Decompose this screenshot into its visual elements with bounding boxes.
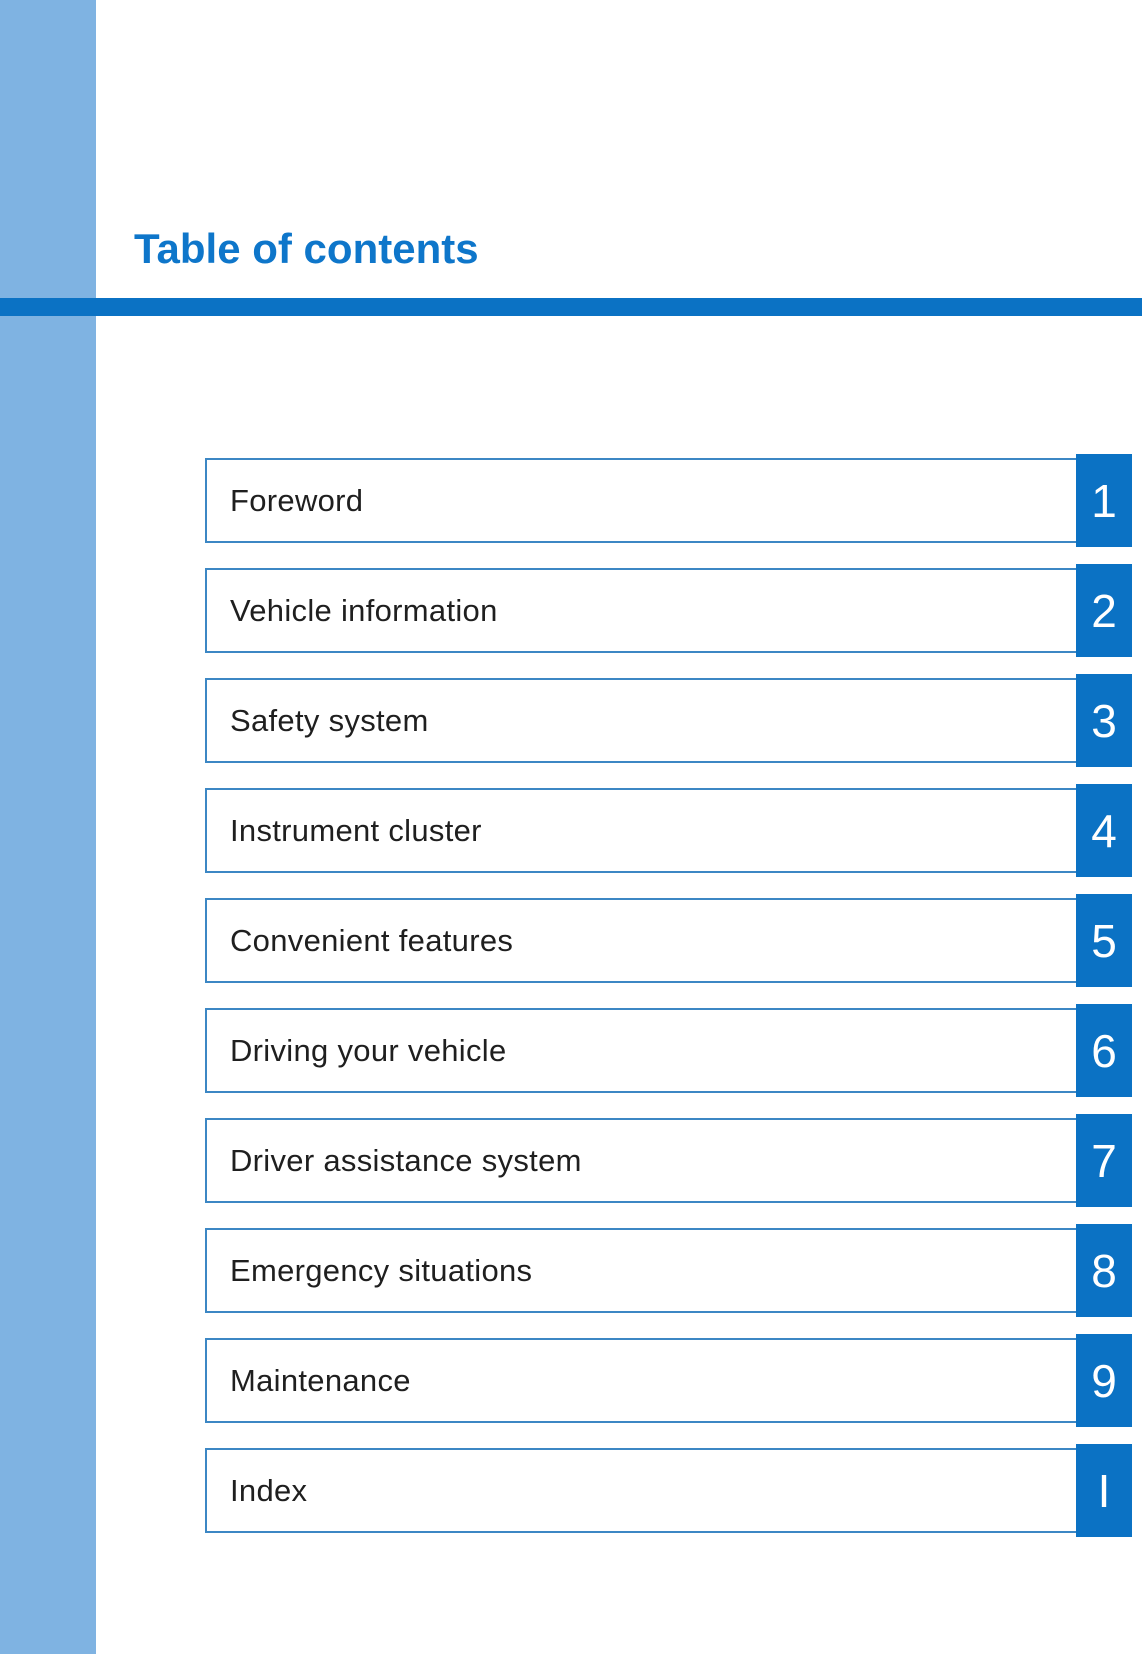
chapter-number-tab: 9 xyxy=(1076,1334,1132,1427)
toc-row-instrument-cluster[interactable]: Instrument cluster 4 xyxy=(205,784,1132,877)
toc-row-maintenance[interactable]: Maintenance 9 xyxy=(205,1334,1132,1427)
page-title: Table of contents xyxy=(134,225,479,272)
toc-row-label: Convenient features xyxy=(230,922,514,958)
chapter-number-tab: 6 xyxy=(1076,1004,1132,1097)
toc-row-driving-your-vehicle[interactable]: Driving your vehicle 6 xyxy=(205,1004,1132,1097)
toc-row-label: Maintenance xyxy=(230,1362,411,1398)
chapter-number-tab: 3 xyxy=(1076,674,1132,767)
chapter-number-tab: I xyxy=(1076,1444,1132,1537)
toc-row-safety-system[interactable]: Safety system 3 xyxy=(205,674,1132,767)
toc-row-convenient-features[interactable]: Convenient features 5 xyxy=(205,894,1132,987)
chapter-number-tab: 1 xyxy=(1076,454,1132,547)
toc-row-label: Safety system xyxy=(230,702,429,738)
toc-row-label: Driving your vehicle xyxy=(230,1032,507,1068)
toc-row-label: Foreword xyxy=(230,482,364,518)
toc-row-emergency-situations[interactable]: Emergency situations 8 xyxy=(205,1224,1132,1317)
chapter-number-tab: 8 xyxy=(1076,1224,1132,1317)
toc-row-foreword[interactable]: Foreword 1 xyxy=(205,454,1132,547)
toc-row-label: Driver assistance system xyxy=(230,1142,582,1178)
chapter-number-tab: 7 xyxy=(1076,1114,1132,1207)
toc-row-label: Emergency situations xyxy=(230,1252,533,1288)
toc-row-driver-assistance-system[interactable]: Driver assistance system 7 xyxy=(205,1114,1132,1207)
toc-row-label: Index xyxy=(230,1472,308,1508)
chapter-number-tab: 2 xyxy=(1076,564,1132,657)
chapter-number-tab: 4 xyxy=(1076,784,1132,877)
title-underline-bar xyxy=(0,298,1142,316)
toc-row-vehicle-information[interactable]: Vehicle information 2 xyxy=(205,564,1132,657)
left-accent-stripe xyxy=(0,0,96,1654)
toc-list: Foreword 1 Vehicle information 2 Safety … xyxy=(205,454,1132,1558)
toc-row-label: Vehicle information xyxy=(230,592,498,628)
toc-row-index[interactable]: Index I xyxy=(205,1444,1132,1537)
chapter-number-tab: 5 xyxy=(1076,894,1132,987)
toc-row-label: Instrument cluster xyxy=(230,812,482,848)
